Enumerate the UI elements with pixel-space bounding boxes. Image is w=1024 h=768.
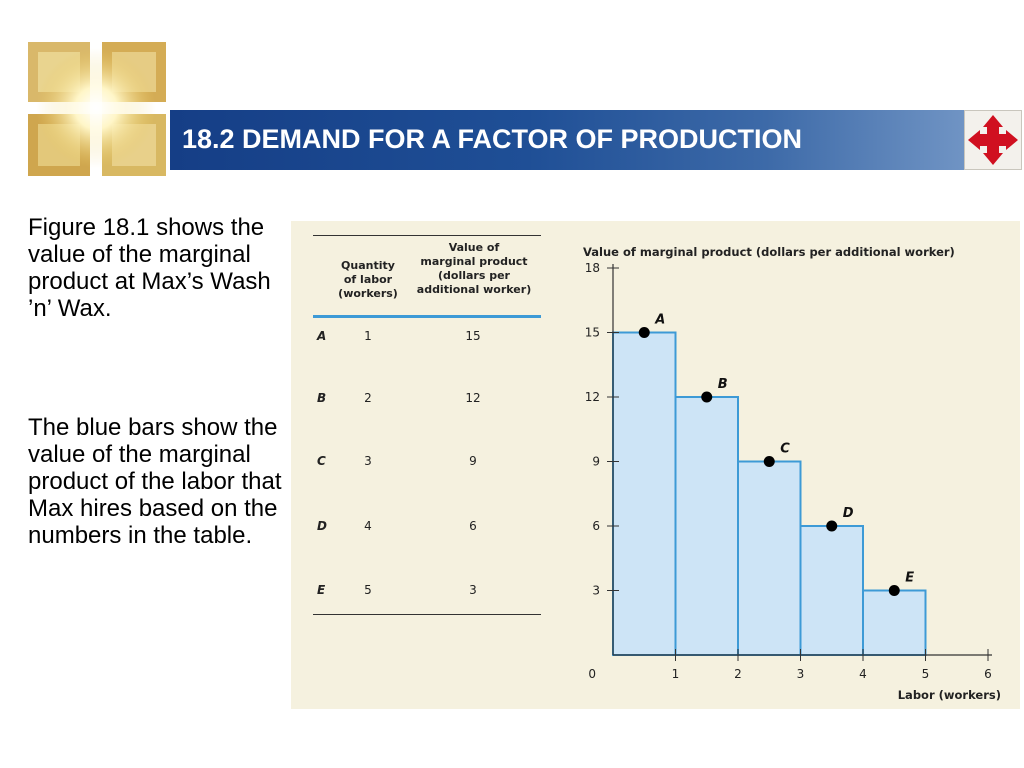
sparkle-squares-logo-icon <box>24 38 172 180</box>
chart-bar <box>612 331 677 656</box>
data-point <box>701 391 713 403</box>
origin-label: 0 <box>588 667 596 681</box>
x-axis-label: Labor (workers) <box>898 688 1001 702</box>
data-point <box>763 456 775 467</box>
x-tick-label: 3 <box>797 667 805 681</box>
title-bar: 18.2 DEMAND FOR A FACTOR OF PRODUCTION <box>170 110 965 170</box>
x-tick-label: 4 <box>859 667 867 681</box>
point-label: C <box>780 442 790 457</box>
data-point <box>638 327 650 338</box>
data-point <box>826 520 838 532</box>
y-tick-label: 12 <box>585 390 600 404</box>
figure-panel: Quantity of labor (workers) Value of mar… <box>291 221 1020 709</box>
y-tick-label: 3 <box>592 584 600 598</box>
chart-bar <box>799 525 864 656</box>
y-tick-label: 9 <box>592 455 600 469</box>
point-label: B <box>718 377 728 392</box>
table-header-labor: Quantity of labor (workers) <box>338 259 398 300</box>
data-point <box>888 585 900 596</box>
chart-bar <box>862 589 927 656</box>
logo <box>24 38 172 180</box>
page-title: 18.2 DEMAND FOR A FACTOR OF PRODUCTION <box>182 124 803 154</box>
y-tick-label: 15 <box>585 326 600 340</box>
table-bottom-rule <box>313 614 541 615</box>
x-tick-label: 1 <box>672 667 680 681</box>
x-tick-label: 6 <box>984 667 992 681</box>
y-tick-label: 6 <box>592 519 600 533</box>
navigation-button[interactable] <box>964 110 1022 170</box>
x-tick-label: 5 <box>922 667 930 681</box>
chart-bar <box>674 396 739 656</box>
y-axis-label: Value of marginal product (dollars per a… <box>583 245 955 259</box>
point-label: D <box>843 506 854 521</box>
y-tick-label: 18 <box>585 261 600 275</box>
body-paragraph-1: Figure 18.1 shows the value of the margi… <box>28 214 271 322</box>
bar-chart: Value of marginal product (dollars per a… <box>583 245 1001 702</box>
four-way-arrow-icon <box>968 115 1018 165</box>
chart-bar <box>737 460 802 656</box>
data-table: Quantity of labor (workers) Value of mar… <box>291 221 551 621</box>
table-top-rule <box>313 235 541 236</box>
point-label: A <box>654 313 665 328</box>
x-tick-label: 2 <box>734 667 742 681</box>
table-header-value: Value of marginal product (dollars per a… <box>416 241 532 296</box>
point-label: E <box>905 571 914 586</box>
table-header-rule <box>313 315 541 318</box>
body-paragraph-2: The blue bars show the value of the marg… <box>28 414 282 549</box>
